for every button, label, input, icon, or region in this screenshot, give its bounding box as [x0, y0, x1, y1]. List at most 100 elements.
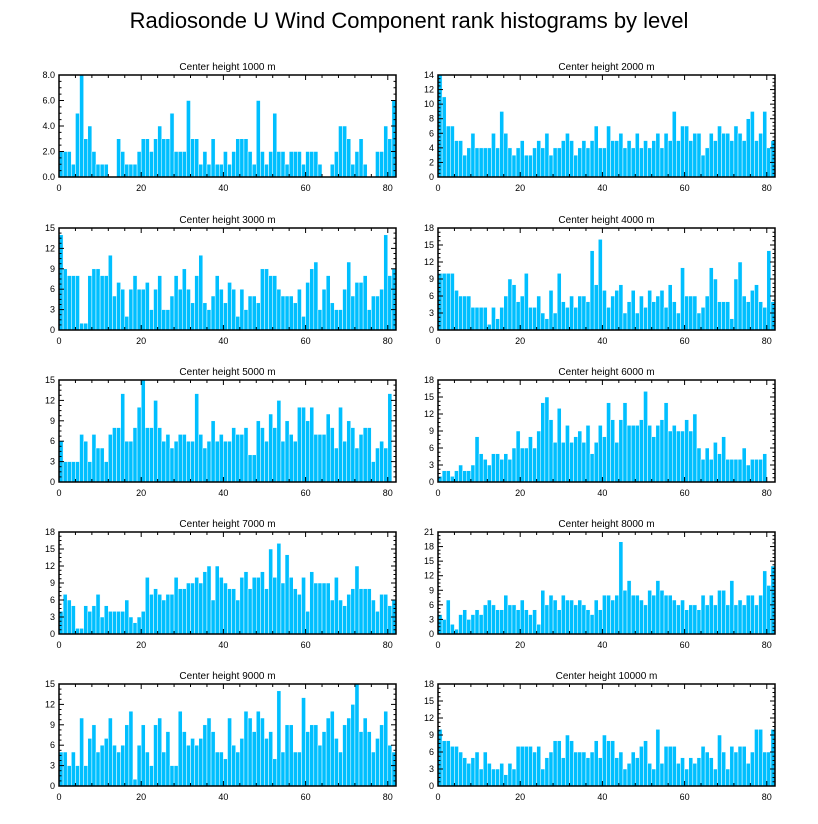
histogram-bar	[366, 731, 372, 787]
x-tick-label: 60	[301, 488, 311, 498]
histogram-bar	[182, 434, 187, 483]
histogram-bar	[470, 614, 476, 635]
histogram-bar	[313, 434, 319, 483]
histogram-bar	[317, 309, 323, 331]
histogram-bar	[358, 138, 364, 178]
histogram-bar	[235, 599, 241, 635]
y-tick-label: 12	[45, 243, 55, 253]
histogram-bar	[536, 430, 541, 483]
histogram-bar	[91, 151, 97, 178]
histogram-bar	[692, 604, 698, 635]
histogram-bar	[99, 744, 105, 787]
histogram-bar	[346, 138, 352, 178]
histogram-bar	[622, 147, 628, 178]
histogram-bar	[552, 740, 558, 787]
histogram-bar	[214, 751, 220, 787]
histogram-bar	[334, 447, 339, 483]
histogram-bar	[544, 318, 550, 331]
histogram-bar	[280, 151, 286, 178]
histogram-bar	[462, 757, 468, 787]
histogram-bar	[622, 402, 628, 483]
histogram-bar	[630, 751, 636, 787]
histogram-bar	[548, 154, 554, 178]
histogram-bar	[676, 430, 681, 483]
histogram-bar	[387, 138, 393, 178]
histogram-bar	[350, 427, 356, 483]
histogram-bar	[387, 393, 393, 483]
histogram-panel-7: Center height 7000 m 0 20 40 60 80 0 3 6 9 12 15 18	[45, 519, 397, 650]
histogram-bar	[651, 301, 657, 331]
histogram-bar	[334, 309, 339, 331]
histogram-bar	[83, 765, 89, 787]
histogram-bar	[626, 580, 632, 635]
histogram-bar	[651, 594, 657, 635]
histogram-bar	[667, 430, 673, 483]
histogram-bar	[338, 125, 343, 178]
y-tick-label: 15	[45, 679, 55, 689]
histogram-bar	[301, 577, 306, 635]
histogram-bar	[116, 282, 121, 331]
histogram-bar	[708, 594, 714, 635]
x-tick-label: 60	[680, 640, 690, 650]
histogram-bar	[593, 125, 599, 178]
histogram-bar	[474, 609, 480, 635]
histogram-bar	[99, 275, 105, 331]
histogram-bar	[581, 295, 587, 331]
histogram-bar	[235, 138, 241, 178]
histogram-bar	[136, 288, 142, 331]
histogram-bar	[733, 751, 739, 787]
histogram-bar	[132, 778, 138, 787]
histogram-bar	[585, 147, 591, 178]
x-tick-label: 40	[597, 336, 607, 346]
histogram-bar	[503, 295, 509, 331]
histogram-bar	[350, 295, 356, 331]
histogram-bar	[478, 614, 484, 635]
histogram-bar	[66, 461, 72, 483]
panel-title: Center height 1000 m	[179, 62, 275, 73]
x-tick-label: 0	[56, 640, 61, 650]
histogram-bar	[256, 710, 261, 787]
histogram-bar	[128, 710, 134, 787]
histogram-bar	[342, 605, 347, 635]
histogram-bar	[251, 731, 257, 787]
histogram-bar	[737, 261, 743, 331]
histogram-bar	[342, 288, 347, 331]
histogram-bar	[692, 763, 698, 787]
histogram-bar	[639, 419, 644, 483]
histogram-bar	[268, 275, 273, 331]
histogram-bar	[268, 413, 273, 483]
panel-title: Center height 5000 m	[179, 367, 275, 378]
histogram-bar	[622, 312, 628, 331]
histogram-bar	[659, 147, 665, 178]
histogram-bar	[112, 295, 117, 331]
histogram-bar	[561, 442, 566, 483]
y-tick-label: 6	[429, 128, 434, 138]
histogram-bar	[103, 275, 109, 331]
histogram-bar	[462, 470, 468, 483]
histogram-bar	[383, 447, 389, 483]
histogram-bar	[239, 138, 245, 178]
x-tick-label: 0	[435, 792, 440, 802]
histogram-bar	[206, 565, 212, 635]
histogram-bar	[99, 447, 105, 483]
histogram-bar	[589, 140, 595, 178]
histogram-bar	[198, 254, 204, 331]
histogram-bar	[95, 447, 101, 483]
histogram-bar	[577, 430, 583, 483]
histogram-bar	[495, 318, 500, 331]
histogram-bar	[676, 763, 681, 787]
histogram-bar	[149, 594, 154, 635]
histogram-bar	[445, 125, 451, 178]
histogram-bar	[145, 577, 150, 635]
histogram-bar	[700, 594, 706, 635]
histogram-bar	[375, 295, 380, 331]
histogram-bar	[95, 164, 101, 178]
histogram-bar	[83, 138, 89, 178]
histogram-bar	[524, 273, 529, 331]
histogram-bar	[272, 758, 278, 787]
histogram-bar	[132, 622, 138, 635]
histogram-bar	[103, 605, 109, 635]
x-tick-label: 20	[136, 792, 146, 802]
histogram-bar	[256, 577, 261, 635]
histogram-bar	[366, 427, 372, 483]
